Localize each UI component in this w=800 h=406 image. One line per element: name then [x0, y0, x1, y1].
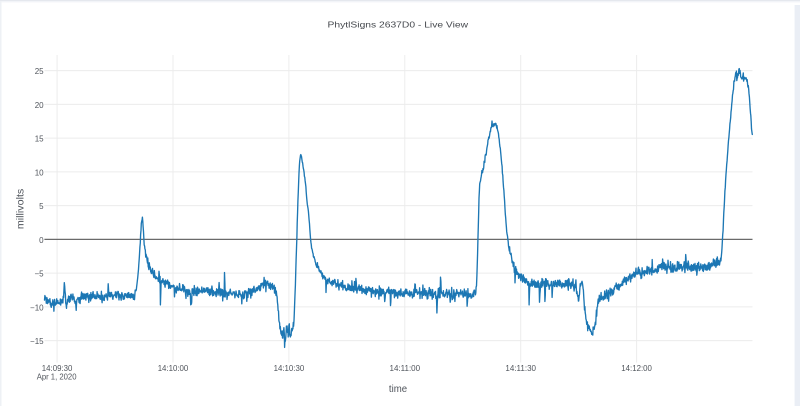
svg-text:14:10:30: 14:10:30 — [274, 364, 305, 373]
svg-text:5: 5 — [39, 202, 44, 211]
svg-text:20: 20 — [35, 101, 44, 110]
svg-text:0: 0 — [39, 236, 44, 245]
svg-text:15: 15 — [35, 135, 44, 144]
svg-text:14:11:30: 14:11:30 — [505, 364, 536, 373]
svg-text:Apr 1, 2020: Apr 1, 2020 — [37, 373, 77, 382]
svg-text:14:11:00: 14:11:00 — [390, 364, 421, 373]
svg-text:−10: −10 — [30, 303, 44, 312]
svg-text:14:09:30: 14:09:30 — [42, 364, 73, 373]
svg-text:−15: −15 — [30, 337, 44, 346]
svg-text:25: 25 — [35, 67, 44, 76]
svg-text:−5: −5 — [34, 270, 44, 279]
svg-text:PhytlSigns 2637D0 - Live View: PhytlSigns 2637D0 - Live View — [328, 20, 469, 30]
svg-text:time: time — [389, 384, 408, 395]
svg-text:14:12:00: 14:12:00 — [621, 364, 652, 373]
svg-text:millivolts: millivolts — [16, 189, 27, 229]
svg-text:14:10:00: 14:10:00 — [158, 364, 189, 373]
svg-text:10: 10 — [35, 168, 44, 177]
